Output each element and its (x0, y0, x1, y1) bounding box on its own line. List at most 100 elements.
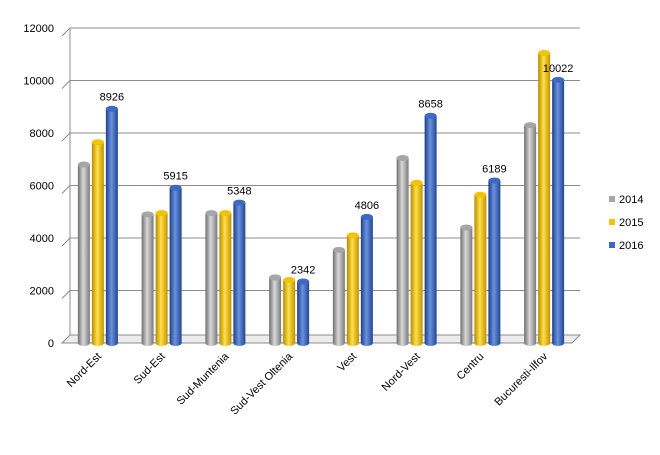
bar-top (552, 76, 565, 83)
bar-top (233, 199, 246, 206)
bar-base (488, 340, 501, 346)
gridline-depth (61, 27, 71, 37)
bar-base (269, 340, 282, 346)
bar-base (77, 340, 90, 346)
bar-body (269, 277, 282, 343)
bar-2015-4 (346, 232, 359, 346)
bar-top (77, 161, 90, 168)
bar-body (155, 213, 168, 343)
bar-top (155, 210, 168, 217)
y-tick-label: 0 (48, 338, 54, 350)
bar-body (233, 202, 246, 343)
bar-2016-4 (360, 213, 373, 346)
y-tick-label: 6000 (30, 181, 54, 193)
bar-body (524, 125, 537, 343)
bar-base (552, 340, 565, 346)
bar-base (141, 340, 154, 346)
bar-body (346, 235, 359, 343)
bar-2016-1 (169, 184, 182, 346)
bar-2015-3 (283, 277, 296, 346)
bar-2016-2 (233, 199, 246, 346)
bar-2016-7 (552, 76, 565, 346)
bar-base (283, 340, 296, 346)
bar-2015-5 (410, 179, 423, 346)
data-label: 8658 (418, 99, 442, 111)
bar-base (91, 340, 104, 346)
bar-base (424, 340, 437, 346)
bar-body (77, 164, 90, 343)
bar-body (205, 213, 218, 343)
bar-top (269, 274, 282, 281)
bar-top (346, 232, 359, 239)
bar-2014-0 (77, 161, 90, 346)
bar-2014-2 (205, 210, 218, 346)
bar-base (346, 340, 359, 346)
x-tick-label: Sud-Est (132, 351, 168, 387)
bar-top (105, 105, 118, 112)
data-label: 4806 (355, 200, 379, 212)
bar-top (424, 112, 437, 119)
x-tick-label: Vest (335, 351, 359, 375)
y-tick-label: 12000 (23, 23, 54, 35)
bar-2015-7 (538, 49, 551, 346)
bar-2014-4 (332, 246, 345, 346)
legend-label-2016: 2016 (619, 240, 643, 252)
bar-top (396, 154, 409, 161)
gridline-depth (61, 185, 71, 194)
bar-base (155, 340, 168, 346)
bar-base (219, 340, 232, 346)
bar-base (105, 340, 118, 346)
chart-floor (60, 334, 582, 344)
bar-top (488, 177, 501, 184)
bar-body (332, 249, 345, 343)
y-tick-label: 2000 (30, 286, 54, 298)
bar-top (524, 122, 537, 129)
gridline-depth (61, 132, 71, 142)
y-tick-label: 4000 (30, 233, 54, 245)
bar-body (396, 157, 409, 343)
bar-top (219, 210, 232, 217)
bar-2015-0 (91, 139, 104, 346)
bar-2014-6 (460, 224, 473, 346)
bar-2014-7 (524, 122, 537, 346)
data-label: 8926 (100, 92, 124, 104)
bar-top (205, 210, 218, 217)
bar-top (297, 278, 310, 285)
bar-top (332, 246, 345, 253)
bar-2014-3 (269, 274, 282, 346)
bar-base (205, 340, 218, 346)
bar-2016-5 (424, 112, 437, 346)
bar-top (141, 211, 154, 218)
bar-body (169, 187, 182, 343)
legend-swatch-2016 (609, 242, 615, 248)
bar-base (233, 340, 246, 346)
legend-swatch-2014 (609, 196, 615, 202)
x-tick-label: Sud-Muntenia (175, 350, 233, 408)
x-tick-label: Centru (455, 351, 487, 383)
data-label: 5348 (227, 186, 251, 198)
bar-body (410, 182, 423, 343)
bar-body (488, 180, 501, 343)
data-label: 10022 (543, 63, 574, 75)
bar-body (360, 216, 373, 343)
legend-swatch-2015 (609, 219, 615, 225)
bar-2014-5 (396, 154, 409, 346)
bar-top (460, 224, 473, 231)
bar-body (141, 214, 154, 343)
bar-base (332, 340, 345, 346)
bar-2014-1 (141, 211, 154, 346)
gridline-depth (61, 237, 71, 247)
y-tick-label: 10000 (23, 76, 54, 88)
bar-top (410, 179, 423, 186)
x-tick-label: Nord-Est (65, 351, 104, 390)
bar-top (91, 139, 104, 146)
bar-2016-0 (105, 105, 118, 346)
bar-top (283, 277, 296, 283)
bar-base (169, 340, 182, 346)
data-label: 5915 (163, 171, 187, 183)
bar-top (360, 213, 373, 220)
bar-body (105, 108, 118, 343)
legend-label-2014: 2014 (619, 194, 643, 206)
bar-2016-3 (297, 278, 310, 346)
bar-2015-1 (155, 210, 168, 346)
